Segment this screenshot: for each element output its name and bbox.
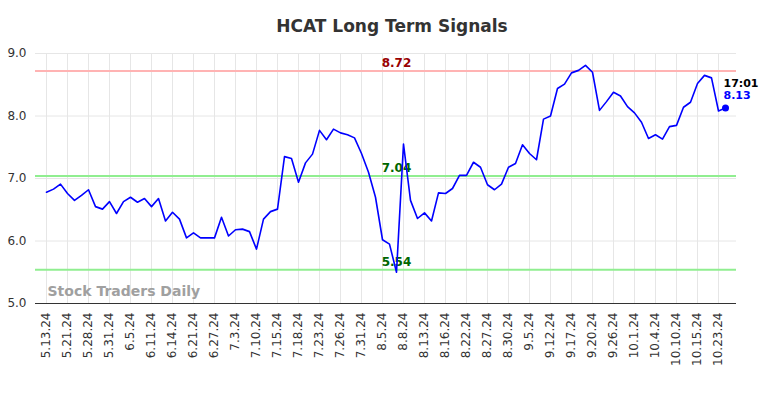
svg-text:8.16.24: 8.16.24 xyxy=(438,313,452,359)
svg-text:6.11.24: 6.11.24 xyxy=(144,313,158,359)
svg-text:7.3.24: 7.3.24 xyxy=(228,313,242,351)
svg-text:8.8.24: 8.8.24 xyxy=(396,313,410,351)
svg-text:6.21.24: 6.21.24 xyxy=(186,313,200,359)
svg-text:10.15.24: 10.15.24 xyxy=(690,313,704,366)
svg-text:Stock Traders Daily: Stock Traders Daily xyxy=(48,283,201,299)
svg-text:10.10.24: 10.10.24 xyxy=(669,313,683,366)
svg-text:6.5.24: 6.5.24 xyxy=(123,313,137,351)
svg-text:7.23.24: 7.23.24 xyxy=(312,313,326,359)
svg-text:5.54: 5.54 xyxy=(381,254,412,269)
svg-text:8.13: 8.13 xyxy=(724,89,751,102)
svg-text:7.18.24: 7.18.24 xyxy=(291,313,305,359)
svg-text:5.28.24: 5.28.24 xyxy=(81,313,95,359)
svg-text:8.72: 8.72 xyxy=(382,56,412,70)
svg-text:8.22.24: 8.22.24 xyxy=(459,313,473,359)
svg-text:10.1.24: 10.1.24 xyxy=(627,313,641,359)
svg-text:8.30.24: 8.30.24 xyxy=(501,313,515,359)
svg-text:9.26.24: 9.26.24 xyxy=(606,313,620,359)
svg-text:10.4.24: 10.4.24 xyxy=(648,313,662,359)
svg-text:8.13.24: 8.13.24 xyxy=(417,313,431,359)
svg-text:9.17.24: 9.17.24 xyxy=(564,313,578,359)
svg-text:9.0: 9.0 xyxy=(7,46,26,60)
html-text:HCAT Long Term Signals: HCAT Long Term Signals xyxy=(276,16,508,36)
svg-text:7.10.24: 7.10.24 xyxy=(249,313,263,359)
svg-text:7.15.24: 7.15.24 xyxy=(270,313,284,359)
svg-text:8.27.24: 8.27.24 xyxy=(480,313,494,359)
svg-text:9.5.24: 9.5.24 xyxy=(522,313,536,351)
svg-text:7.0: 7.0 xyxy=(7,171,26,185)
svg-text:10.23.24: 10.23.24 xyxy=(711,313,725,366)
svg-text:8.5.24: 8.5.24 xyxy=(375,313,389,351)
svg-text:9.20.24: 9.20.24 xyxy=(585,313,599,359)
svg-text:7.04: 7.04 xyxy=(381,160,412,175)
svg-text:9.12.24: 9.12.24 xyxy=(543,313,557,359)
svg-text:5.13.24: 5.13.24 xyxy=(39,313,53,359)
svg-text:17:01: 17:01 xyxy=(723,77,759,91)
svg-text:5.21.24: 5.21.24 xyxy=(60,313,74,359)
svg-text:7.31.24: 7.31.24 xyxy=(354,313,368,359)
svg-text:6.0: 6.0 xyxy=(7,234,26,248)
svg-text:8.0: 8.0 xyxy=(7,109,26,123)
svg-text:5.0: 5.0 xyxy=(7,296,26,310)
svg-text:6.27.24: 6.27.24 xyxy=(207,313,221,359)
svg-text:5.31.24: 5.31.24 xyxy=(102,313,116,359)
svg-text:6.14.24: 6.14.24 xyxy=(165,313,179,359)
svg-text:7.26.24: 7.26.24 xyxy=(333,313,347,359)
